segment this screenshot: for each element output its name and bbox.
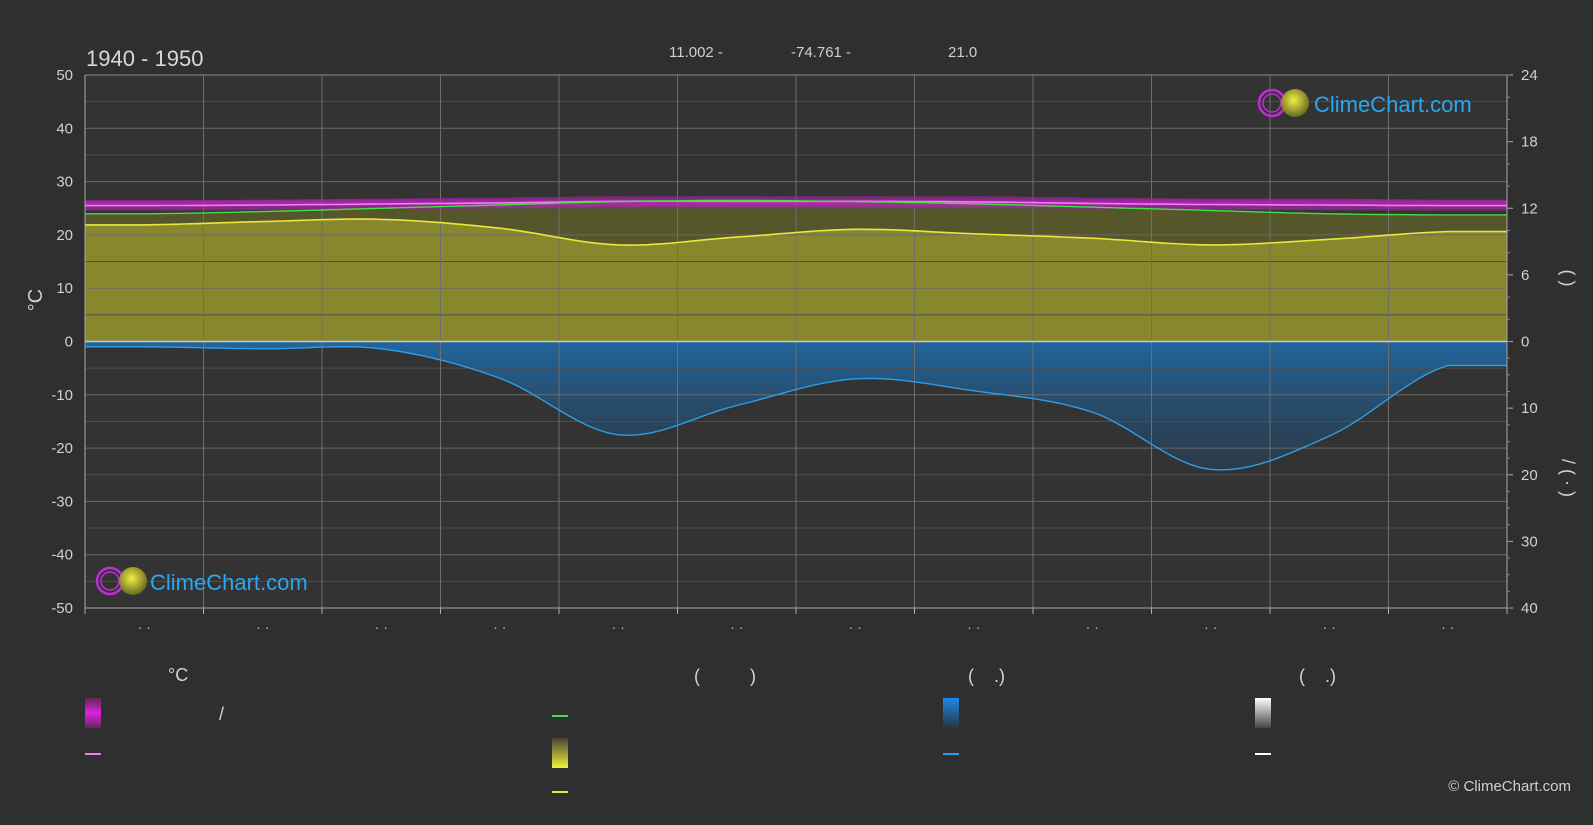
logo-sun-icon bbox=[119, 567, 147, 595]
right-upper-tick-label: 0 bbox=[1521, 334, 1529, 351]
legend-rain-header: ( .) bbox=[968, 666, 1005, 686]
grid bbox=[85, 74, 1507, 609]
copyright[interactable]: © ClimeChart.com bbox=[1448, 778, 1571, 795]
x-axis-tick-label: · · bbox=[256, 619, 269, 635]
right-upper-tick-label: 12 bbox=[1521, 200, 1538, 217]
legend-sun-header: ( ) bbox=[694, 666, 756, 686]
axes: 50 40 30 20 10 0 -10 -20 -30 -40 -50 24 18 12 6 0 10 20 30… bbox=[51, 67, 1537, 635]
right-axis-lower-label: / ( · ) bbox=[1558, 459, 1578, 497]
left-axis-tick-label: -10 bbox=[51, 387, 73, 404]
x-axis-tick-label: · · bbox=[1323, 619, 1336, 635]
left-axis-tick-label: 30 bbox=[56, 174, 73, 191]
legend-temp-range-swatch bbox=[85, 698, 101, 728]
x-axis-tick-label: · · bbox=[138, 619, 151, 635]
x-axis-tick-label: · · bbox=[1204, 619, 1217, 635]
series-lines bbox=[85, 199, 1507, 471]
legend-rain-swatch bbox=[943, 698, 959, 728]
sunshine-line bbox=[85, 218, 1507, 246]
legend-temp-range-label: / bbox=[219, 704, 225, 724]
right-lower-tick-label: 30 bbox=[1521, 533, 1538, 550]
latitude-text: 11.002 - bbox=[669, 44, 723, 61]
legend-temp-header: °C bbox=[168, 665, 189, 685]
right-lower-tick-label: 40 bbox=[1521, 600, 1538, 617]
right-axis-upper-label: ( ) bbox=[1558, 270, 1578, 287]
right-upper-tick-label: 24 bbox=[1521, 67, 1538, 84]
precipitation-line bbox=[85, 345, 1507, 471]
left-axis-tick-label: 20 bbox=[56, 227, 73, 244]
x-axis-tick-label: · · bbox=[730, 619, 743, 635]
right-lower-tick-label: 20 bbox=[1521, 467, 1538, 484]
climechart-logo-bottom[interactable]: ClimeChart.com bbox=[95, 566, 308, 596]
left-axis-tick-label: 0 bbox=[65, 334, 73, 351]
x-axis-tick-label: · · bbox=[375, 619, 388, 635]
x-axis-tick-label: · · bbox=[612, 619, 625, 635]
left-axis-tick-label: -30 bbox=[51, 493, 73, 510]
right-upper-tick-label: 18 bbox=[1521, 134, 1538, 151]
x-axis-tick-label: · · bbox=[1441, 619, 1454, 635]
left-axis-label: °C bbox=[25, 289, 47, 311]
logo-sun-icon bbox=[1281, 89, 1309, 117]
x-axis-tick-label: · · bbox=[967, 619, 980, 635]
left-axis-tick-label: -40 bbox=[51, 547, 73, 564]
left-axis-tick-label: -20 bbox=[51, 440, 73, 457]
longitude-text: -74.761 - bbox=[791, 44, 851, 61]
right-lower-tick-label: 10 bbox=[1521, 400, 1538, 417]
legend-snow-header: ( .) bbox=[1299, 666, 1336, 686]
elevation-text: 21.0 bbox=[948, 44, 977, 61]
legend-sunshine-swatch bbox=[552, 738, 568, 768]
x-axis-tick-label: · · bbox=[493, 619, 506, 635]
x-axis-tick-label: · · bbox=[849, 619, 862, 635]
left-axis-tick-label: -50 bbox=[51, 600, 73, 617]
daylight-line bbox=[85, 199, 1507, 216]
right-upper-tick-label: 6 bbox=[1521, 267, 1529, 284]
x-axis-tick-label: · · bbox=[1086, 619, 1099, 635]
legend-snow-swatch bbox=[1255, 698, 1271, 728]
climechart-logo-top[interactable]: ClimeChart.com bbox=[1257, 88, 1472, 118]
left-axis-tick-label: 40 bbox=[56, 120, 73, 137]
logo-text: ClimeChart.com bbox=[1314, 92, 1472, 117]
left-axis-tick-label: 50 bbox=[56, 67, 73, 84]
logo-text: ClimeChart.com bbox=[150, 570, 308, 595]
left-axis-tick-label: 10 bbox=[56, 280, 73, 297]
chart-title: 1940 - 1950 bbox=[86, 46, 203, 71]
